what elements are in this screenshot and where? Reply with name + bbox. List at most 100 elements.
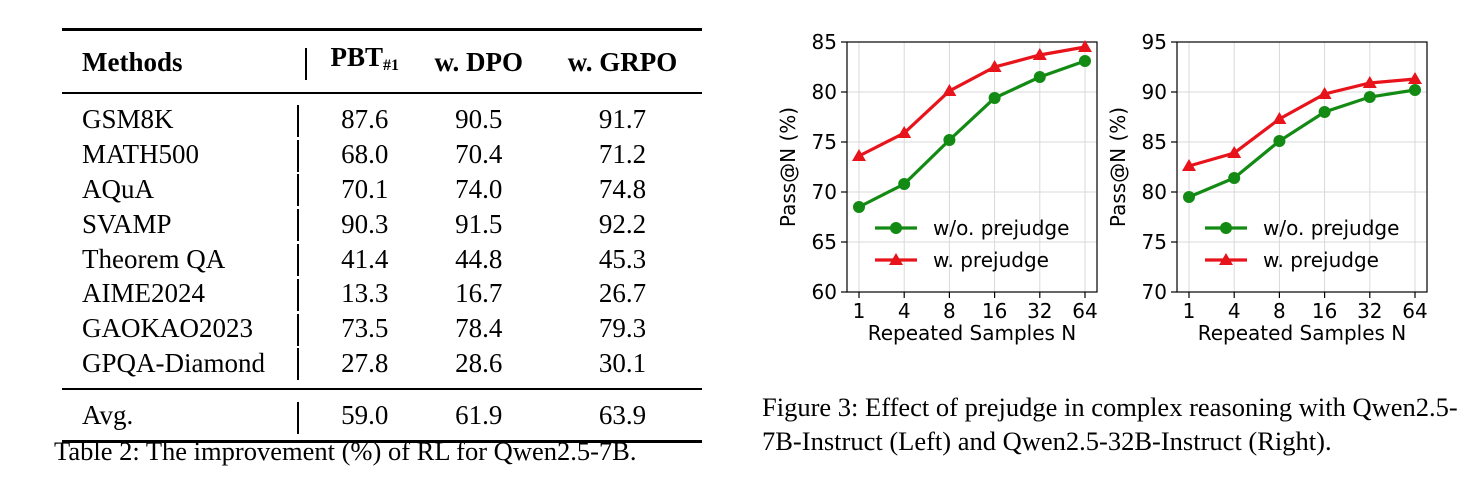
- table-row: Theorem QA 41.4 44.8 45.3: [62, 241, 702, 276]
- column-separator: [297, 206, 315, 242]
- table-row: GPQA-Diamond 27.8 28.6 30.1: [62, 346, 702, 390]
- data-point: [852, 149, 866, 161]
- method-cell: Theorem QA: [82, 243, 226, 274]
- series-line: [1188, 88, 1416, 199]
- x-tick-label: 16: [982, 299, 1007, 323]
- column-separator: [297, 172, 315, 207]
- pbt-cell: 41.4: [341, 243, 389, 274]
- data-point: [1317, 87, 1332, 99]
- table-header-row: Methods PBT#1 w. DPO w. GRPO: [62, 29, 702, 94]
- header-pbt-subscript: #1: [382, 57, 399, 74]
- dpo-cell: 28.6: [455, 347, 503, 378]
- method-cell: SVAMP: [82, 208, 172, 239]
- data-point: [943, 134, 956, 146]
- method-cell: AQuA: [82, 173, 154, 204]
- y-tick-label: 70: [812, 180, 837, 204]
- table-body: GSM8K 87.6 90.5 91.7 MATH500 68.0 70.4 71.2 AQuA…: [62, 93, 702, 389]
- dpo-cell: 91.5: [455, 208, 503, 239]
- header-grpo: w. GRPO: [567, 46, 678, 77]
- x-tick-label: 16: [1312, 299, 1337, 323]
- dpo-cell: 16.7: [455, 278, 503, 309]
- data-point: [1318, 106, 1331, 118]
- figure-caption: Figure 3: Effect of prejudge in complex …: [762, 392, 1458, 456]
- x-tick-label: 4: [898, 299, 911, 323]
- pbt-cell: 87.6: [341, 104, 389, 135]
- y-axis-label: Pass@N (%): [776, 107, 800, 227]
- grpo-cell: 79.3: [598, 313, 647, 344]
- pbt-cell: 90.3: [341, 208, 389, 239]
- avg-label: Avg.: [82, 400, 134, 431]
- header-dpo: w. DPO: [434, 46, 523, 77]
- x-axis-label: Repeated Samples N: [1198, 321, 1407, 345]
- grpo-cell: 71.2: [598, 139, 647, 170]
- table-row: AQuA 70.1 74.0 74.8: [62, 172, 702, 207]
- method-cell: AIME2024: [82, 278, 205, 309]
- y-tick-label: 80: [812, 80, 837, 104]
- series-line: [858, 59, 1086, 209]
- legend-label: w/o. prejudge: [1263, 216, 1399, 240]
- legend-marker: [889, 253, 903, 265]
- avg-grpo: 63.9: [598, 400, 647, 431]
- pbt-cell: 70.1: [341, 173, 389, 204]
- data-point: [1078, 40, 1092, 52]
- series-line: [1188, 77, 1416, 168]
- table-row: SVAMP 90.3 91.5 92.2: [62, 206, 702, 242]
- y-tick-label: 80: [1142, 180, 1167, 204]
- y-tick-label: 75: [812, 130, 837, 154]
- method-cell: GAOKAO2023: [82, 313, 253, 344]
- grpo-cell: 45.3: [598, 243, 647, 274]
- pbt-cell: 27.8: [341, 347, 389, 378]
- legend-marker: [1220, 222, 1232, 234]
- avg-pbt: 59.0: [341, 400, 389, 431]
- table-row: GSM8K 87.6 90.5 91.7: [62, 93, 702, 137]
- header-methods: Methods: [82, 46, 183, 77]
- x-axis-label: Repeated Samples N: [868, 321, 1077, 345]
- data-point: [1408, 72, 1422, 84]
- legend-marker: [890, 222, 902, 234]
- column-separator: [297, 389, 315, 442]
- x-tick-label: 8: [943, 299, 956, 323]
- data-point: [942, 84, 957, 96]
- dpo-cell: 74.0: [455, 173, 503, 204]
- data-point: [1182, 159, 1196, 171]
- dpo-cell: 70.4: [455, 139, 503, 170]
- legend-label: w. prejudge: [933, 248, 1049, 272]
- x-tick-label: 64: [1072, 299, 1097, 323]
- data-point: [988, 92, 1001, 104]
- x-tick-label: 4: [1228, 299, 1241, 323]
- dpo-cell: 90.5: [455, 104, 503, 135]
- legend-label: w. prejudge: [1263, 248, 1379, 272]
- table-caption: Table 2: The improvement (%) of RL for Q…: [54, 436, 637, 466]
- grpo-cell: 92.2: [598, 208, 647, 239]
- pbt-cell: 68.0: [341, 139, 389, 170]
- x-tick-label: 32: [1027, 299, 1052, 323]
- header-pbt: PBT#1: [330, 42, 399, 74]
- table-row: MATH500 68.0 70.4 71.2: [62, 137, 702, 172]
- y-tick-label: 75: [1142, 230, 1167, 254]
- data-point: [1363, 91, 1376, 103]
- data-point: [853, 201, 865, 213]
- pbt-cell: 13.3: [341, 278, 389, 309]
- column-separator: [297, 346, 315, 390]
- table-row: AIME2024 13.3 16.7 26.7: [62, 276, 702, 311]
- y-tick-label: 85: [1142, 130, 1167, 154]
- y-tick-label: 95: [1142, 30, 1167, 54]
- x-tick-label: 32: [1357, 299, 1382, 323]
- column-separator: [297, 30, 315, 94]
- data-point: [898, 178, 911, 190]
- data-point: [1183, 191, 1195, 203]
- column-separator: [297, 137, 315, 172]
- dpo-cell: 44.8: [455, 243, 503, 274]
- legend-marker: [1219, 253, 1233, 265]
- grpo-cell: 74.8: [598, 173, 647, 204]
- dpo-cell: 78.4: [455, 313, 503, 344]
- x-tick-label: 64: [1402, 299, 1427, 323]
- data-point: [1273, 135, 1286, 147]
- column-separator: [297, 241, 315, 276]
- data-point: [1079, 55, 1091, 67]
- plot-frame: [1176, 41, 1428, 293]
- legend-label: w/o. prejudge: [933, 216, 1069, 240]
- data-point: [1227, 146, 1242, 158]
- data-point: [1409, 84, 1421, 96]
